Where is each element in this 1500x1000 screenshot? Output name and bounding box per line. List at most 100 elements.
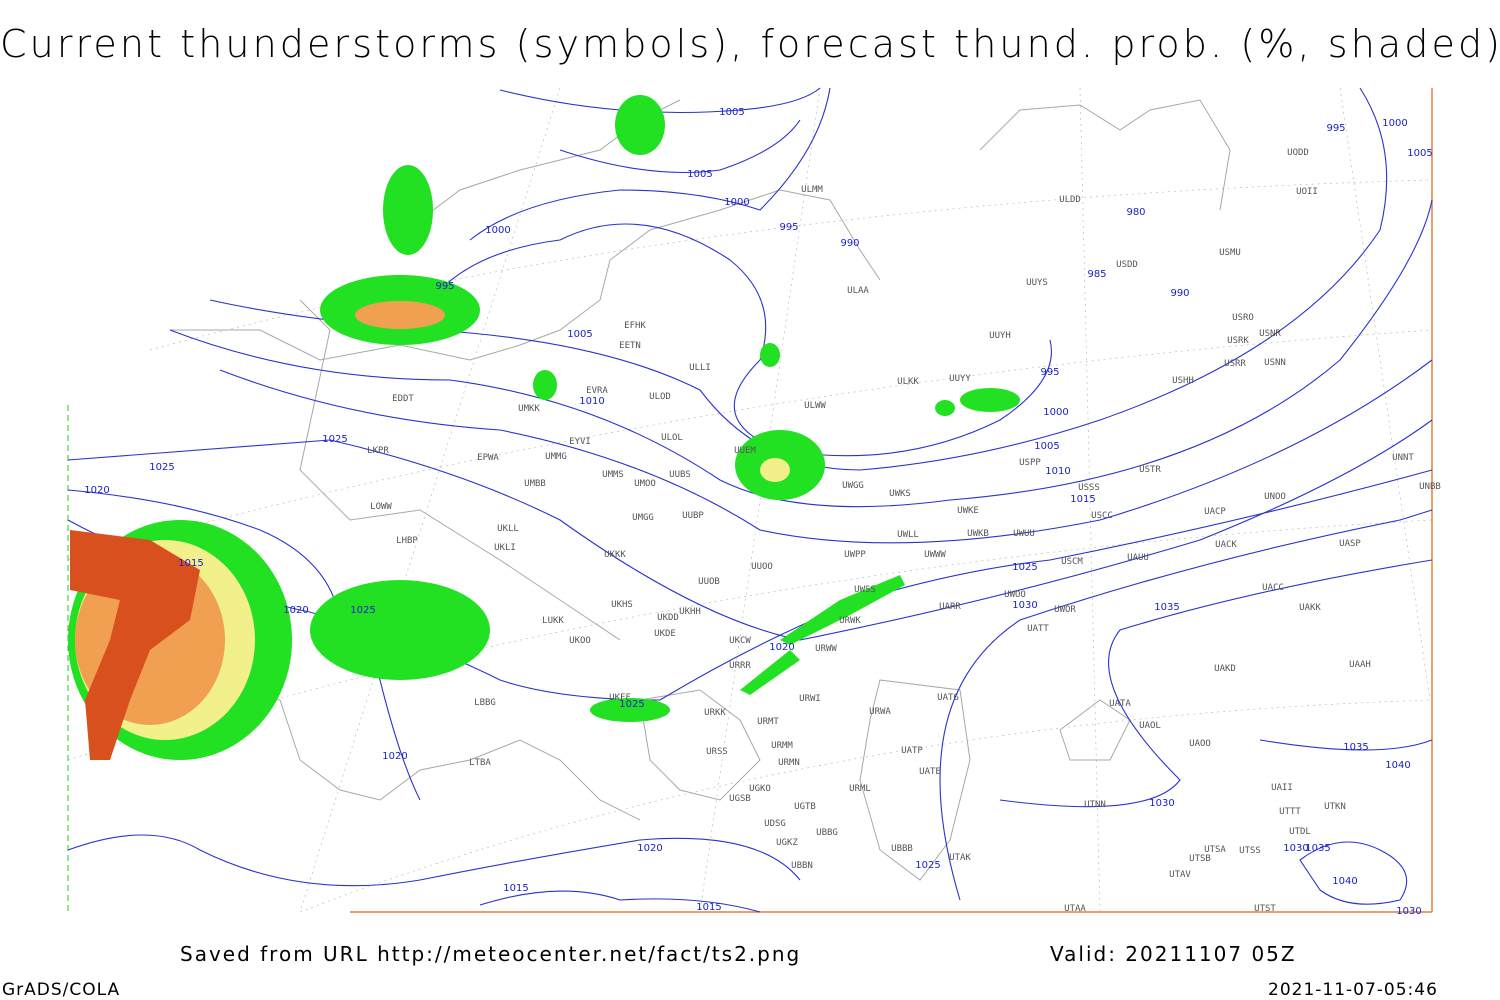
- isobar-label: 1000: [1043, 407, 1068, 418]
- station-code: UKCW: [729, 636, 751, 646]
- station-code: UTST: [1254, 904, 1276, 914]
- software: GrADS/COLA: [2, 980, 120, 1000]
- station-code: URMN: [778, 758, 800, 768]
- station-code: UMMG: [545, 452, 567, 462]
- isobar-label: 1030: [1396, 906, 1421, 917]
- isobar-label: 1035: [1154, 602, 1179, 613]
- station-code: UWLL: [897, 530, 919, 540]
- station-code: UATG: [937, 693, 959, 703]
- station-code: UARR: [939, 602, 961, 612]
- source-url: Saved from URL http://meteocenter.net/fa…: [180, 942, 801, 966]
- station-code: UGTB: [794, 802, 816, 812]
- station-code: UWOO: [1004, 590, 1026, 600]
- station-code: URWW: [815, 644, 837, 654]
- isobar-label: 1035: [1343, 742, 1368, 753]
- station-code: USRK: [1227, 336, 1249, 346]
- isobar-label: 1020: [283, 605, 308, 616]
- station-code: UKHS: [611, 600, 633, 610]
- station-code: URKK: [704, 708, 726, 718]
- isobar-label: 990: [840, 238, 859, 249]
- isobar-label: 1030: [1149, 798, 1174, 809]
- station-code: EFHK: [624, 321, 646, 331]
- station-code: UASP: [1339, 539, 1361, 549]
- station-code: UNBB: [1419, 482, 1441, 492]
- station-code: UTAV: [1169, 870, 1191, 880]
- isobar-label: 1005: [687, 169, 712, 180]
- station-code: UTAA: [1064, 904, 1086, 914]
- isobar-label: 995: [435, 281, 454, 292]
- station-code: UUOB: [698, 577, 720, 587]
- station-code: EPWA: [477, 453, 499, 463]
- station-code: UAOO: [1189, 739, 1211, 749]
- station-code: UNOO: [1264, 492, 1286, 502]
- isobar-label: 1040: [1332, 876, 1357, 887]
- station-code: UWKS: [889, 489, 911, 499]
- station-code: UAUU: [1127, 553, 1149, 563]
- station-code: UMKK: [518, 404, 540, 414]
- station-code: USMU: [1219, 248, 1241, 258]
- station-code: UKDE: [654, 629, 676, 639]
- station-code: ULKK: [897, 377, 919, 387]
- station-code: UWPP: [844, 550, 866, 560]
- isobar-label: 1010: [1045, 466, 1070, 477]
- station-code: URSS: [706, 747, 728, 757]
- station-code: ULWW: [804, 401, 826, 411]
- isobar-label: 1000: [1382, 118, 1407, 129]
- station-code: EYVI: [569, 437, 591, 447]
- station-code: UAKD: [1214, 664, 1236, 674]
- station-code: UWOR: [1054, 605, 1076, 615]
- station-code: ULAA: [847, 286, 869, 296]
- station-code: UBBG: [816, 828, 838, 838]
- station-code: URMT: [757, 717, 779, 727]
- station-code: UUYH: [989, 331, 1011, 341]
- station-code: UUYY: [949, 374, 971, 384]
- station-code: URWK: [839, 616, 861, 626]
- station-code: URWI: [799, 694, 821, 704]
- station-code: UWWW: [924, 550, 946, 560]
- isobar-label: 1020: [84, 485, 109, 496]
- station-code: UKKK: [604, 550, 626, 560]
- timestamp: 2021-11-07-05:46: [1268, 980, 1438, 1000]
- station-code: UUEM: [734, 446, 756, 456]
- isobar-label: 1020: [769, 642, 794, 653]
- station-code: UKDD: [657, 613, 679, 623]
- station-code: USRR: [1224, 359, 1246, 369]
- station-code: UATT: [1027, 624, 1049, 634]
- station-code: UOII: [1296, 187, 1318, 197]
- isobar-label: 1015: [178, 558, 203, 569]
- isobar-label: 1015: [696, 902, 721, 913]
- station-code: UKFF: [609, 693, 631, 703]
- isobar-label: 1005: [567, 329, 592, 340]
- station-code: USNR: [1259, 329, 1281, 339]
- station-code: URRR: [729, 661, 751, 671]
- isobars: [67, 87, 1433, 913]
- station-code: ULLI: [689, 363, 711, 373]
- station-code: UTTT: [1279, 807, 1301, 817]
- station-code: UTKN: [1324, 802, 1346, 812]
- station-code: UDSG: [764, 819, 786, 829]
- station-code: UACP: [1204, 507, 1226, 517]
- station-code: UMMS: [602, 470, 624, 480]
- isobar-label: 1025: [322, 434, 347, 445]
- station-code: UAKK: [1299, 603, 1321, 613]
- station-code: UATE: [919, 767, 941, 777]
- isobar-label: 995: [779, 222, 798, 233]
- station-code: USDD: [1116, 260, 1138, 270]
- station-code: UODD: [1287, 148, 1309, 158]
- station-code: USCM: [1061, 557, 1083, 567]
- station-code: EDDT: [392, 394, 414, 404]
- isobar-label: 1005: [1034, 441, 1059, 452]
- station-code: USHH: [1172, 376, 1194, 386]
- station-code: URWA: [869, 707, 891, 717]
- station-code: UGKO: [749, 784, 771, 794]
- station-code: ULOL: [661, 433, 683, 443]
- station-code: UAAH: [1349, 660, 1371, 670]
- station-code: EETN: [619, 341, 641, 351]
- station-code: UTSS: [1239, 846, 1261, 856]
- station-code: LKPR: [367, 446, 389, 456]
- station-code: USCC: [1091, 511, 1113, 521]
- isobar-label: 1000: [724, 197, 749, 208]
- station-code: UTSA: [1204, 845, 1226, 855]
- station-code: UKLL: [497, 524, 519, 534]
- isobar-label: 1020: [382, 751, 407, 762]
